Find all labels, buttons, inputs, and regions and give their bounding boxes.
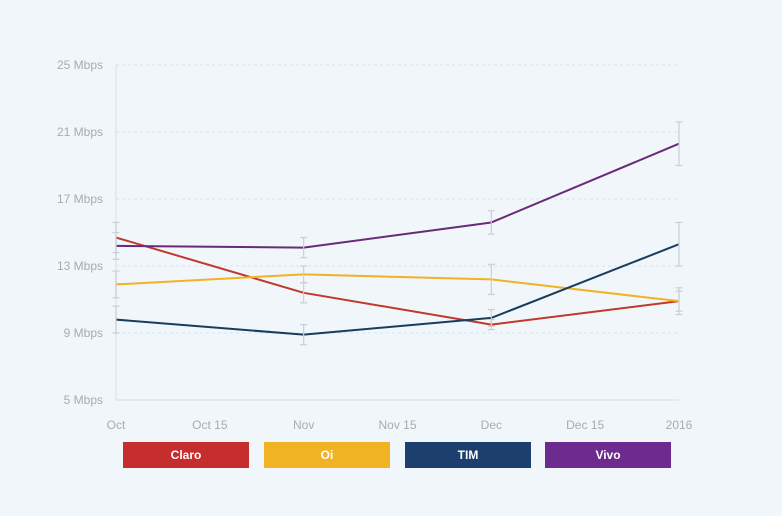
- y-tick-label: 9 Mbps: [64, 326, 103, 340]
- data-point-vivo: [300, 236, 308, 259]
- data-point-vivo: [112, 231, 120, 260]
- data-point-tim: [300, 324, 308, 346]
- legend-label-oi: Oi: [320, 448, 334, 462]
- data-point-vivo: [487, 210, 495, 235]
- legend-item-claro[interactable]: Claro: [123, 442, 249, 468]
- legend: Claro Oi TIM Vivo: [0, 442, 782, 468]
- x-tick-label: 2016: [666, 418, 693, 432]
- series-layer: [115, 142, 680, 336]
- data-point-tim: [487, 308, 495, 327]
- error-bar-layer: [112, 121, 683, 346]
- data-point-oi: [487, 263, 495, 296]
- x-tick-label: Oct 15: [192, 418, 228, 432]
- legend-label-claro: Claro: [170, 448, 202, 462]
- x-tick-label: Dec 15: [566, 418, 604, 432]
- y-tick-label: 21 Mbps: [57, 125, 103, 139]
- data-point-tim: [112, 305, 120, 334]
- axis-layer: [115, 65, 679, 401]
- y-tick-labels: 5 Mbps 9 Mbps 13 Mbps 17 Mbps 21 Mbps 25 Mbps: [57, 58, 103, 407]
- data-point-oi: [300, 265, 308, 284]
- y-tick-label: 25 Mbps: [57, 58, 103, 72]
- y-tick-label: 13 Mbps: [57, 259, 103, 273]
- data-point-vivo: [675, 121, 683, 167]
- x-tick-labels: Oct Oct 15 Nov Nov 15 Dec Dec 15 2016: [107, 418, 693, 432]
- series-line-tim: [115, 243, 680, 336]
- series-line-oi: [115, 273, 680, 303]
- data-point-oi: [112, 270, 120, 299]
- y-tick-label: 17 Mbps: [57, 192, 103, 206]
- series-line-vivo: [115, 142, 680, 249]
- x-tick-label: Oct: [107, 418, 126, 432]
- y-tick-label: 5 Mbps: [64, 393, 103, 407]
- series-line-claro: [115, 236, 680, 326]
- x-tick-label: Nov: [293, 418, 314, 432]
- data-point-oi: [675, 287, 683, 316]
- data-point-tim: [675, 221, 683, 267]
- legend-label-vivo: Vivo: [595, 448, 621, 462]
- legend-item-vivo[interactable]: Vivo: [545, 442, 671, 468]
- x-tick-label: Dec: [481, 418, 502, 432]
- grid-layer: [116, 64, 679, 334]
- legend-item-oi[interactable]: Oi: [264, 442, 390, 468]
- legend-label-tim: TIM: [457, 448, 479, 462]
- legend-item-tim[interactable]: TIM: [405, 442, 531, 468]
- x-tick-label: Nov 15: [378, 418, 416, 432]
